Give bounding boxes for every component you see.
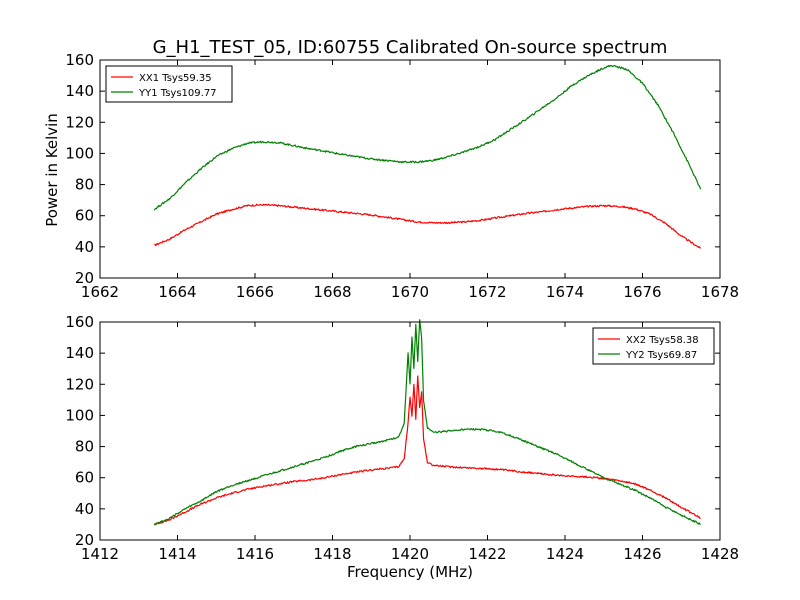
x-tick-label: 1426 (623, 545, 661, 563)
x-tick-label: 1674 (546, 283, 584, 301)
legend-box (105, 65, 233, 103)
legend: XX2 Tsys58.38 YY2 Tsys69.87 (592, 327, 715, 365)
x-tick-label: 1672 (468, 283, 506, 301)
y-tick-label: 40 (75, 500, 94, 518)
x-tick-label: 1678 (701, 283, 739, 301)
y-tick-label: 20 (75, 531, 94, 549)
chart-panels: 1662 1664 1666 1668 1670 1672 1674 1676 1678 20 40… (65, 51, 739, 563)
y-tick-label: 100 (65, 406, 94, 424)
series-line-2-2 (154, 319, 701, 526)
y-tick-label: 60 (75, 207, 94, 225)
y-tick-label: 140 (65, 82, 94, 100)
y-tick-label: 80 (75, 176, 94, 194)
legend-entry: YY2 Tsys69.87 (625, 350, 697, 361)
y-tick-label: 120 (65, 113, 94, 131)
y-tick-label: 160 (65, 313, 94, 331)
x-tick-label: 1416 (236, 545, 274, 563)
legend: XX1 Tsys59.35 YY1 Tsys109.77 (105, 65, 233, 103)
y-tick-label: 40 (75, 238, 94, 256)
series-line-1-2 (153, 64, 702, 211)
x-tick-label: 1668 (313, 283, 351, 301)
chart-panel-2: 1412 1414 1416 1418 1420 1422 1424 1426 1428 20 40… (65, 313, 739, 563)
x-tick-label: 1420 (391, 545, 429, 563)
legend-box (592, 327, 715, 365)
chart-title: G_H1_TEST_05, ID:60755 Calibrated On-sou… (153, 37, 668, 58)
series-line-2-1 (153, 375, 701, 526)
x-tick-label: 1664 (158, 283, 196, 301)
x-tick-label: 1666 (236, 283, 274, 301)
x-tick-label: 1418 (313, 545, 351, 563)
x-tick-label: 1412 (81, 545, 119, 563)
chart-panel-1: 1662 1664 1666 1668 1670 1672 1674 1676 1678 20 40… (65, 51, 739, 301)
x-axis-label: Frequency (MHz) (347, 563, 473, 581)
x-tick-label: 1428 (701, 545, 739, 563)
x-tick-label: 1422 (468, 545, 506, 563)
y-tick-label: 160 (65, 51, 94, 69)
x-tick-label: 1670 (391, 283, 429, 301)
y-tick-label: 60 (75, 469, 94, 487)
legend-entry: XX2 Tsys58.38 (626, 335, 699, 346)
x-tick-label: 1676 (623, 283, 661, 301)
y-tick-label: 120 (65, 375, 94, 393)
y-tick-label: 80 (75, 438, 94, 456)
y-tick-label: 140 (65, 344, 94, 362)
y-tick-label: 20 (75, 269, 94, 287)
legend-entry: YY1 Tsys109.77 (138, 88, 217, 99)
series-line-1-1 (153, 203, 702, 249)
x-tick-label: 1414 (158, 545, 196, 563)
x-tick-label: 1662 (81, 283, 119, 301)
y-tick-label: 100 (65, 144, 94, 162)
y-axis-label: Power in Kelvin (43, 113, 61, 227)
x-tick-label: 1424 (546, 545, 584, 563)
legend-entry: XX1 Tsys59.35 (139, 73, 212, 84)
